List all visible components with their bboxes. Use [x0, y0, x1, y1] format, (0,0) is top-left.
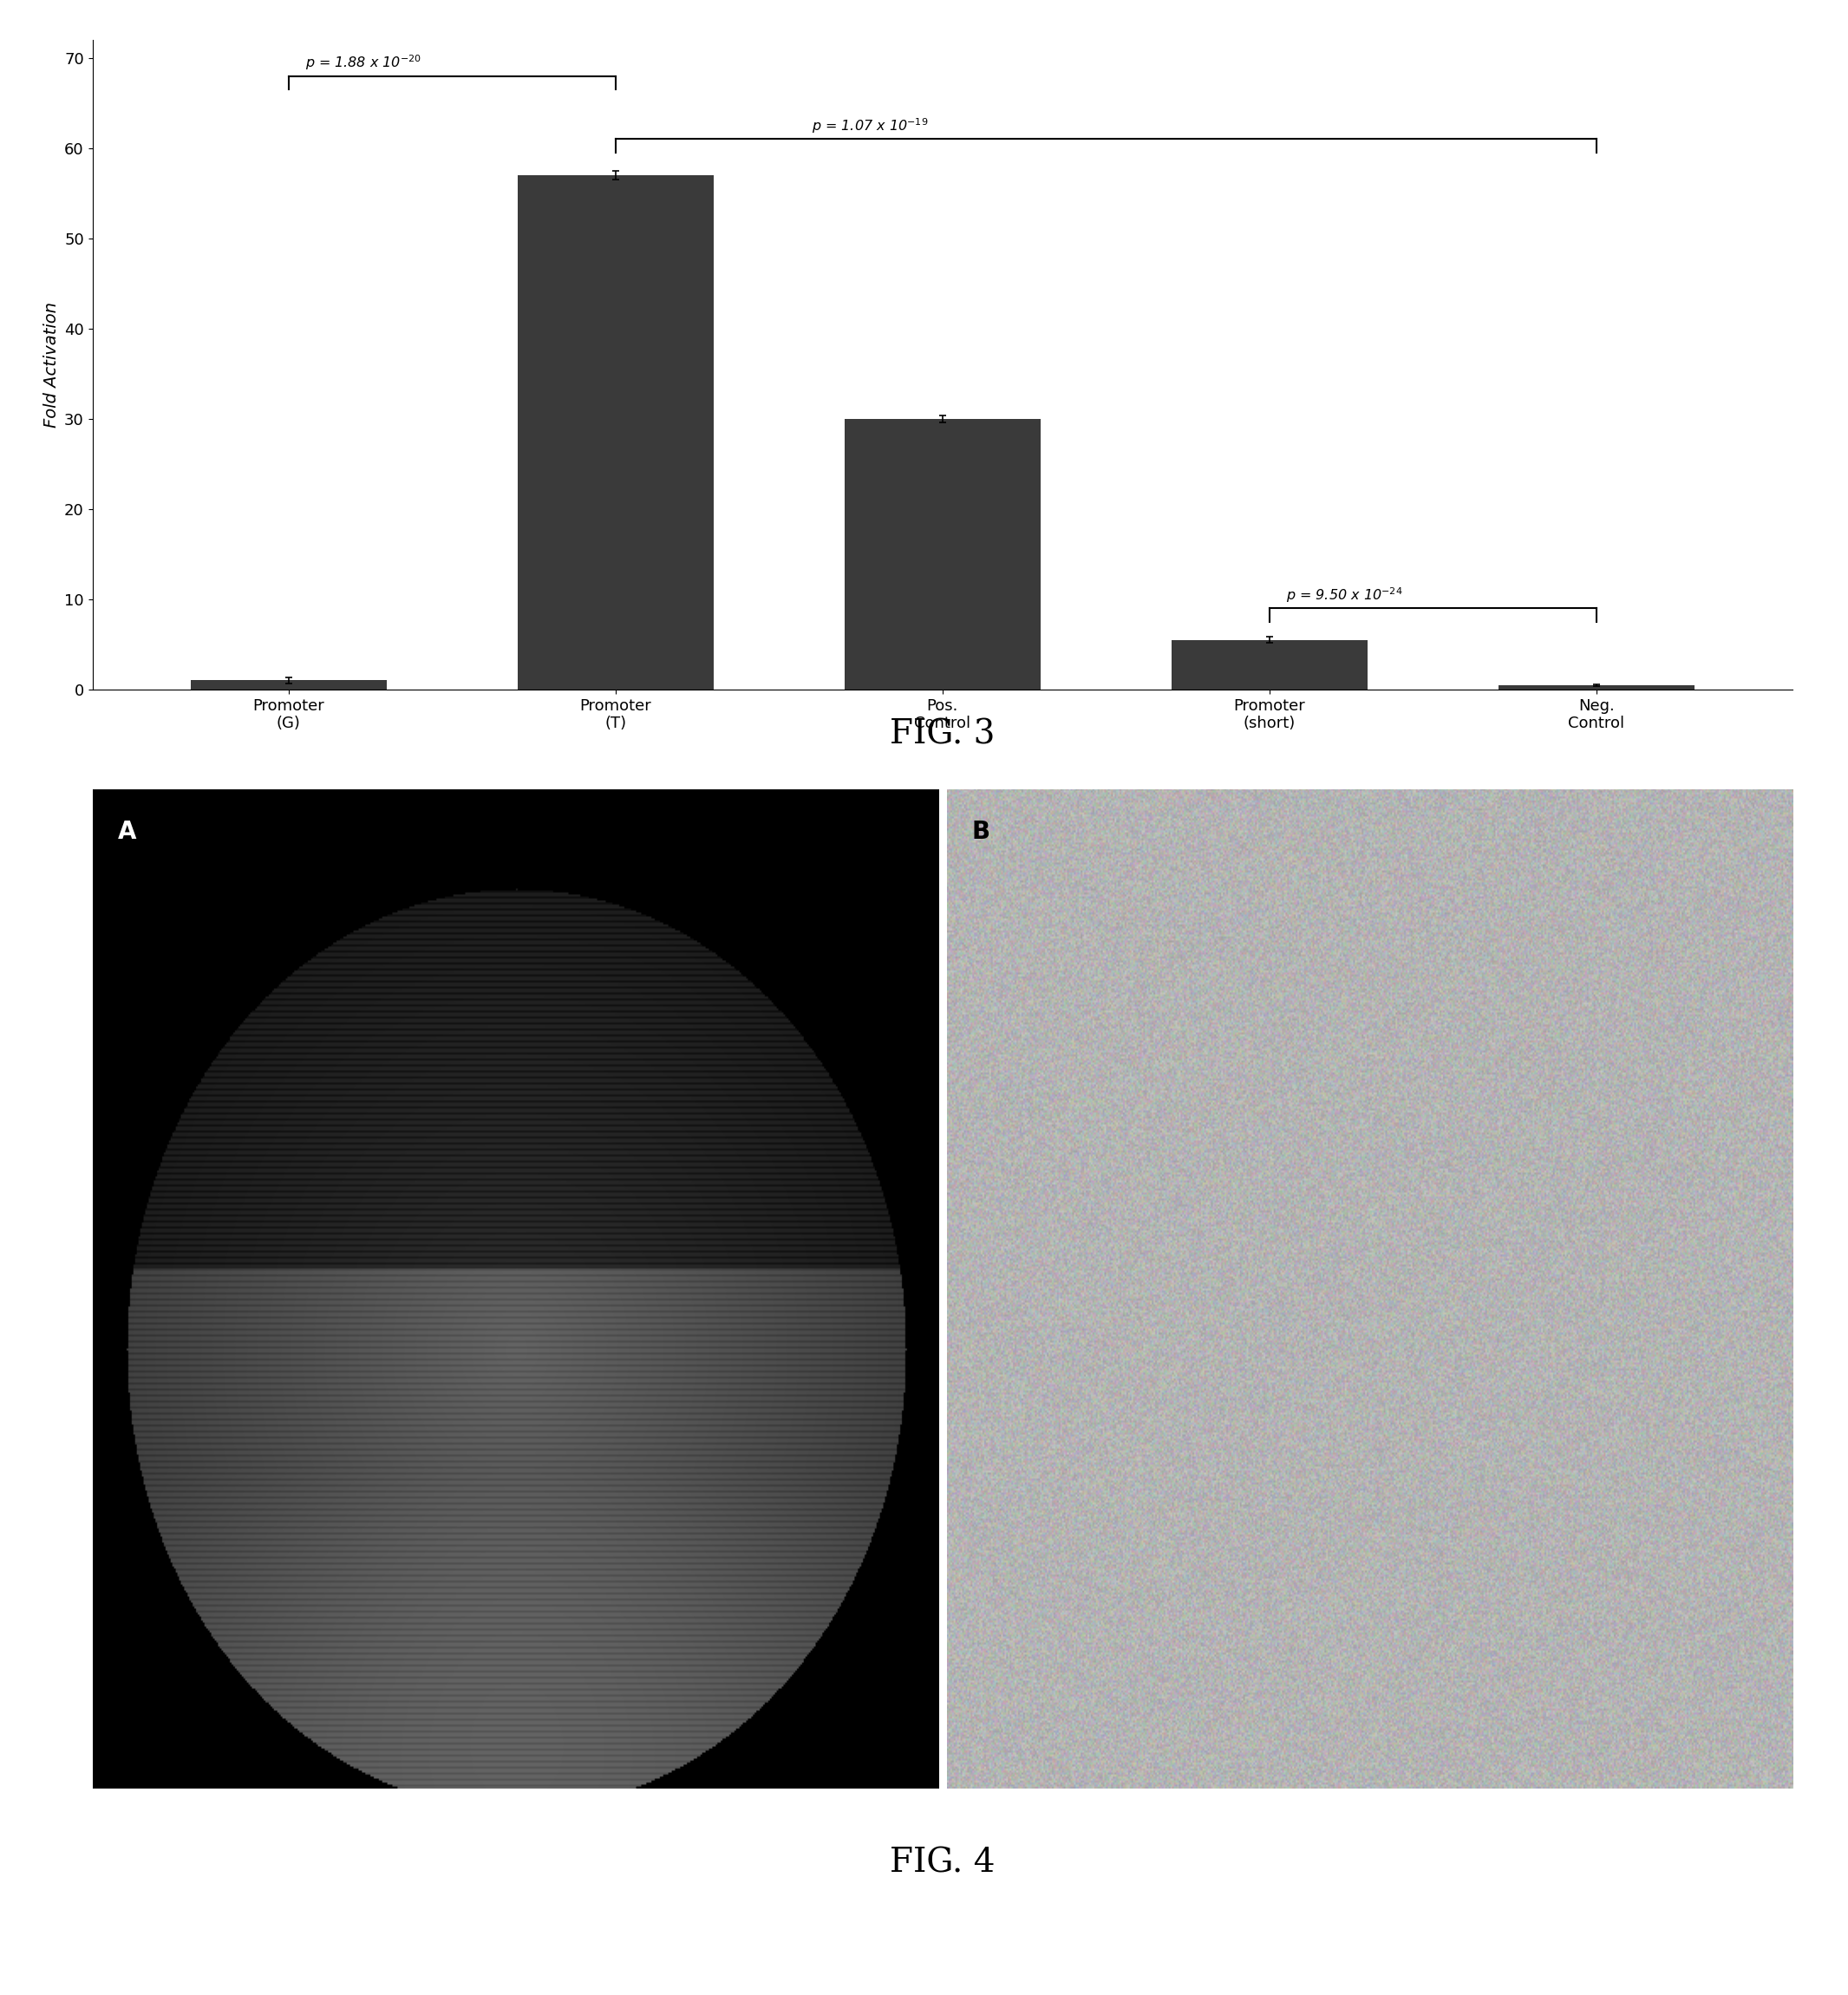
Text: p = 1.88 x 10$^{-20}$: p = 1.88 x 10$^{-20}$	[305, 54, 421, 72]
Bar	[517, 176, 713, 690]
Bar	[190, 680, 386, 690]
Y-axis label: Fold Activation: Fold Activation	[43, 301, 59, 427]
Bar	[1172, 640, 1368, 690]
Bar	[1499, 684, 1695, 690]
Text: B: B	[972, 820, 991, 844]
Text: p = 1.07 x 10$^{-19}$: p = 1.07 x 10$^{-19}$	[811, 116, 928, 136]
Text: p = 9.50 x 10$^{-24}$: p = 9.50 x 10$^{-24}$	[1286, 587, 1403, 604]
Text: A: A	[118, 820, 137, 844]
Bar	[845, 419, 1040, 690]
Text: FIG. 3: FIG. 3	[891, 718, 994, 750]
Text: FIG. 4: FIG. 4	[889, 1847, 996, 1879]
